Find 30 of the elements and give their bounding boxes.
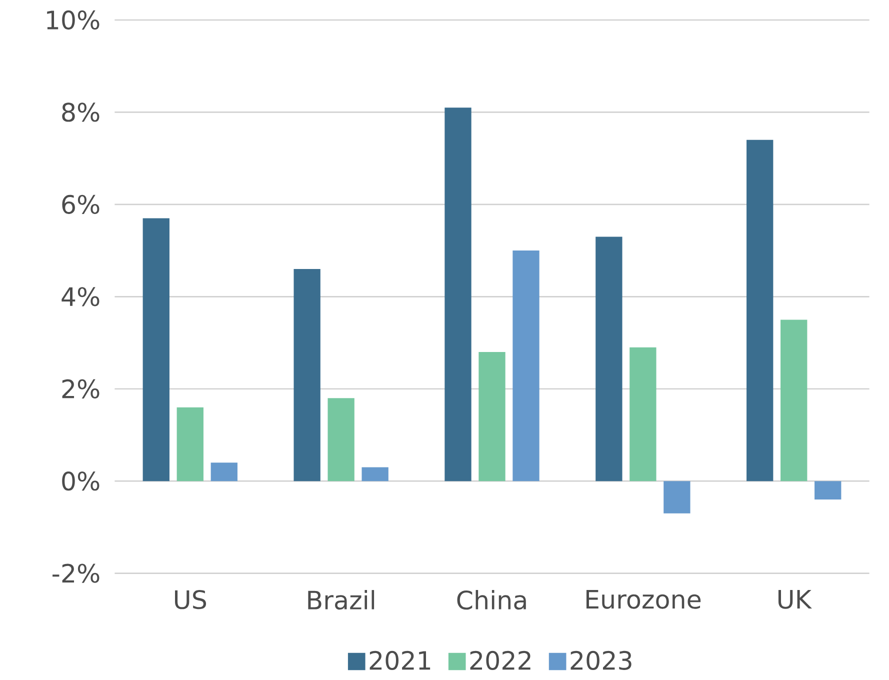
bar <box>780 320 808 482</box>
legend-label: 2023 <box>570 650 632 670</box>
bar <box>176 407 204 482</box>
x-tick-label: UK <box>778 590 812 609</box>
bar <box>630 347 656 482</box>
y-tick-label: 6% <box>62 194 100 214</box>
bar <box>362 467 388 482</box>
bar <box>814 481 842 500</box>
bar <box>294 268 320 482</box>
bar <box>664 481 690 514</box>
x-tick-label: Eurozone <box>586 590 701 609</box>
y-tick-label: 4% <box>62 287 100 306</box>
x-tick-label: US <box>175 590 206 610</box>
y-tick-label: 8% <box>62 102 100 122</box>
legend-label: 2022 <box>470 650 530 670</box>
x-tick-label: Brazil <box>308 590 374 610</box>
bar <box>596 236 622 482</box>
bar <box>746 140 774 482</box>
x-tick-label: China <box>457 590 526 610</box>
bar <box>478 352 506 482</box>
bar <box>444 108 472 482</box>
y-tick-label: 2% <box>62 379 100 398</box>
bar <box>210 462 238 482</box>
legend-label: 2021 <box>370 650 430 670</box>
bar <box>142 218 170 482</box>
y-tick-label: -2% <box>52 564 100 583</box>
bar <box>328 398 354 482</box>
y-tick-label: 0% <box>62 472 100 491</box>
bar <box>512 250 540 482</box>
y-tick-label: 10% <box>47 10 100 30</box>
